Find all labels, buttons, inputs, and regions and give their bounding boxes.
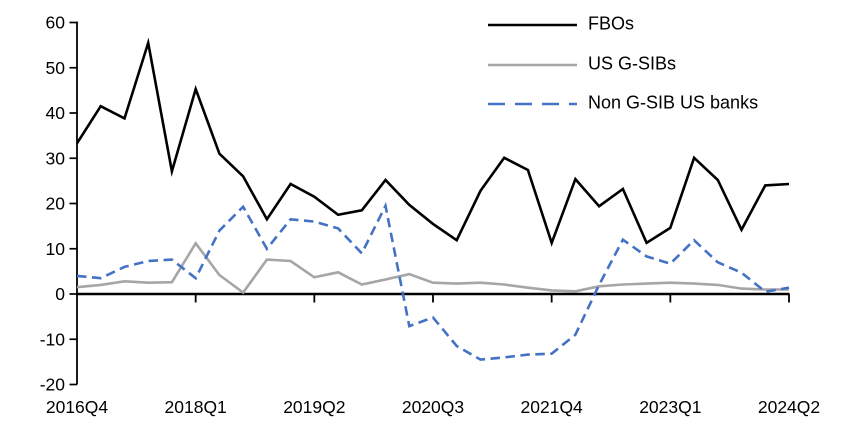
x-axis-tick-label: 2021Q4 [521,397,584,417]
y-axis-tick-label: -20 [40,375,66,395]
legend-label-non-gsib-us-banks: Non G-SIB US banks [588,92,759,113]
us-g-sibs-series-line [76,240,789,295]
legend-label-fbos: FBOs [588,13,635,34]
y-axis-tick-label: 60 [46,13,66,33]
y-axis-tick-label: -10 [40,329,66,349]
x-axis-tick-label: 2019Q2 [283,397,345,417]
fbos-series-line [75,37,790,247]
x-axis-tick-label: 2018Q1 [165,397,227,417]
y-axis-tick-label: 20 [46,194,66,214]
y-axis-tick-label: 40 [46,103,66,123]
x-axis-tick-label: 2016Q4 [46,397,109,417]
x-axis-tick-label: 2023Q1 [639,397,701,417]
y-axis-tick-label: 50 [46,58,66,78]
y-axis-tick-label: 0 [55,284,65,304]
non-g-sib-us-banks-series-line [76,201,790,361]
legend-label-us-gsibs: US G-SIBs [588,53,677,74]
y-axis-tick-label: 30 [46,148,66,168]
y-axis-tick-label: 10 [46,239,66,259]
x-axis-tick-label: 2024Q2 [758,397,820,417]
x-axis-tick-label: 2020Q3 [402,397,464,417]
